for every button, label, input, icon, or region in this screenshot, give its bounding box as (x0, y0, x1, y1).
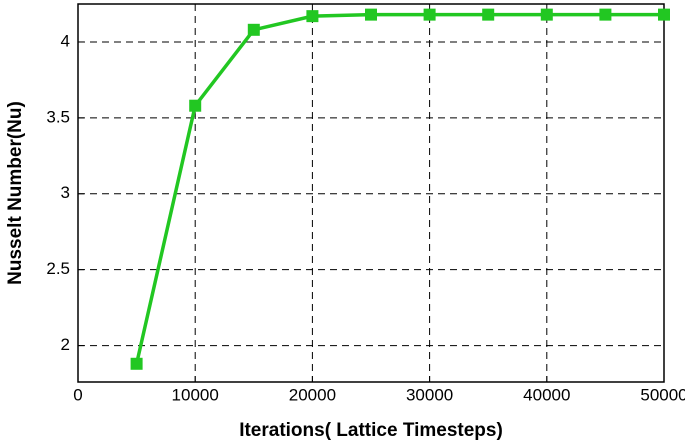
y-tick-label: 2 (61, 335, 70, 354)
y-tick-label: 3.5 (46, 107, 70, 126)
x-tick-label: 50000 (640, 385, 685, 404)
x-tick-label: 30000 (406, 385, 453, 404)
marker (658, 8, 670, 21)
marker (482, 8, 495, 21)
marker (599, 8, 612, 21)
y-tick-label: 4 (61, 31, 70, 50)
marker (306, 10, 319, 23)
x-tick-label: 40000 (523, 385, 570, 404)
x-tick-label: 10000 (172, 385, 219, 404)
y-axis-label: Nusselt Number(Nu) (5, 101, 26, 285)
marker (365, 8, 377, 21)
marker (247, 23, 260, 36)
y-tick-label: 3 (61, 183, 70, 202)
plot-frame (77, 3, 665, 383)
y-tick-label: 2.5 (46, 259, 70, 278)
marker (540, 8, 553, 21)
marker (189, 99, 202, 112)
marker (130, 357, 143, 370)
x-tick-label: 0 (73, 385, 82, 404)
line (134, 12, 664, 365)
x-axis-label: Iterations( Lattice Timesteps) (239, 420, 503, 441)
x-tick-label: 20000 (289, 385, 336, 404)
marker (423, 8, 436, 21)
